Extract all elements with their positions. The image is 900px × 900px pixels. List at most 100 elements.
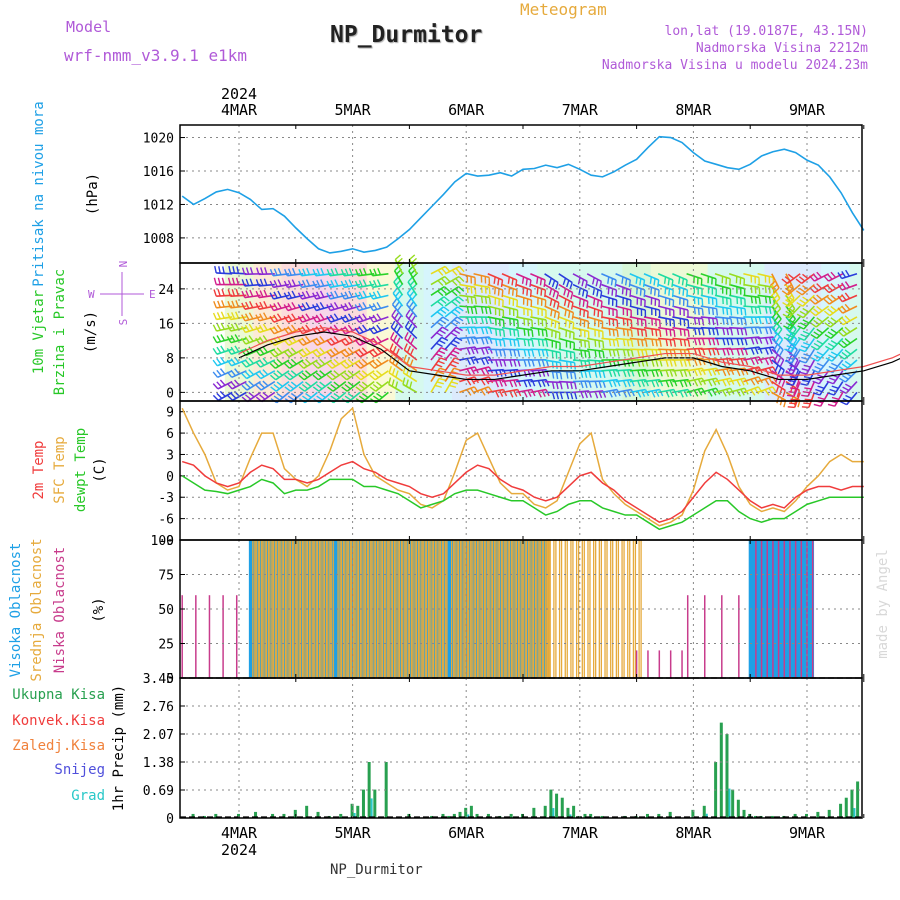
wind-barb: [558, 305, 574, 314]
wind-barb-feather: [480, 285, 483, 293]
wind-barb-feather: [608, 339, 612, 347]
wind-barb-feather: [244, 371, 251, 378]
wind-barb-feather: [584, 350, 587, 358]
wind-barb-feather: [227, 277, 232, 285]
wind-barb-feather: [795, 278, 803, 284]
wind-barb-feather: [736, 327, 740, 336]
wind-barb-feather: [722, 327, 726, 336]
wind-barb-feather: [768, 306, 772, 314]
wind-barb-feather: [301, 303, 307, 310]
precip-bar-total: [282, 813, 286, 818]
wind-barb-feather: [515, 279, 518, 288]
wind-barb-feather: [673, 329, 676, 337]
wind-barb-feather: [221, 300, 225, 308]
wind-barb-feather: [584, 360, 587, 368]
wind-barb-feather: [499, 359, 503, 367]
wind-barb-feather: [376, 301, 382, 309]
wind-barb-feather: [326, 351, 333, 358]
wind-barb-feather: [651, 339, 654, 347]
wind-barb-feather: [262, 369, 269, 376]
y-tick-label: 0: [166, 470, 174, 485]
wind-barb-feather: [283, 327, 289, 335]
wind-barb: [601, 348, 618, 351]
wind-barb-feather: [615, 289, 618, 298]
wind-barb-feather: [358, 383, 366, 390]
wind-barb: [834, 391, 844, 407]
wind-barb-feather: [580, 370, 584, 378]
wind-barb-feather: [580, 339, 583, 347]
wind-barb-feather: [778, 349, 784, 357]
wind-barb-feather: [230, 369, 236, 377]
wind-barb-feather: [754, 357, 759, 365]
wind-barb-feather: [549, 298, 553, 306]
wind-barb-feather: [340, 280, 345, 288]
wind-barb-feather: [451, 360, 460, 365]
wind-barb-feather: [683, 359, 687, 367]
wind-barb-feather: [249, 278, 254, 286]
wind-barb-feather: [396, 326, 402, 334]
wind-barb-feather: [612, 389, 617, 397]
wind-barb-feather: [362, 301, 368, 309]
wind-barb-feather: [393, 334, 398, 342]
wind-barb: [247, 391, 262, 403]
wind-barb-feather: [287, 360, 294, 367]
wind-barb-feather: [368, 304, 374, 311]
wind-barb-feather: [227, 301, 232, 309]
wind-barb-feather: [376, 336, 382, 343]
wind-barb-feather: [301, 360, 308, 367]
wind-barb-feather: [568, 321, 571, 329]
wind-barb: [629, 273, 645, 281]
precip-bar-grad: [853, 808, 856, 818]
precip-bar-total: [668, 811, 672, 818]
wind-barb-feather: [312, 339, 318, 346]
x-label-bottom: 4MAR: [221, 824, 258, 842]
precip-bar-total: [254, 811, 258, 818]
wind-barb-feather: [409, 254, 416, 261]
wind-barb-feather: [839, 377, 846, 383]
wind-barb: [459, 356, 476, 361]
wind-barb-feather: [754, 327, 759, 335]
wind-barb-feather: [333, 313, 339, 320]
wind-barb-feather: [527, 379, 532, 387]
wind-barb-feather: [453, 377, 461, 382]
wind-barb-feather: [503, 359, 507, 367]
wind-barb-feather: [773, 304, 779, 312]
wind-barb-feather: [643, 289, 646, 298]
wind-barb-feather: [831, 362, 839, 367]
wind-barb-feather: [493, 276, 496, 284]
wind-barb-feather: [276, 358, 283, 365]
x-label-top: 7MAR: [562, 101, 599, 119]
wind-barb-feather: [598, 350, 601, 358]
wind-barb-feather: [750, 389, 756, 396]
wind-barb-feather: [574, 382, 577, 390]
wind-barb-feather: [775, 385, 780, 393]
wind-barb-feather: [451, 381, 459, 385]
wind-barb-feather: [376, 324, 382, 332]
wind-barb-feather: [264, 267, 268, 275]
precip-bar-total: [384, 762, 388, 818]
wind-barb-feather: [788, 330, 796, 335]
wind-barb-feather: [458, 286, 465, 292]
wind-barb-feather: [826, 380, 834, 385]
wind-barb-feather: [376, 279, 382, 287]
wind-barb-feather: [545, 329, 548, 337]
wind-barb-feather: [778, 339, 784, 346]
wind-barb-feather: [549, 288, 553, 296]
wind-barb-feather: [844, 303, 851, 311]
wind-barb-feather: [622, 390, 628, 398]
precip-bar-total: [770, 815, 774, 818]
wind-barb-feather: [673, 359, 677, 367]
wind-barb-feather: [217, 300, 221, 308]
wind-barb-feather: [816, 305, 823, 312]
wind-barb: [402, 383, 418, 394]
temp-label-dew: dewpt Temp: [73, 428, 89, 512]
wind-barb-feather: [403, 343, 408, 351]
wind-barb-feather: [451, 280, 458, 287]
wind-barb-feather: [466, 347, 471, 355]
wind-barb-feather: [772, 322, 778, 330]
wind-barb-feather: [312, 268, 317, 276]
precip-bar-total: [856, 781, 860, 818]
wind-barb-feather: [566, 280, 570, 288]
wind-barb-feather: [449, 363, 457, 368]
wind-barb-feather: [249, 289, 254, 297]
